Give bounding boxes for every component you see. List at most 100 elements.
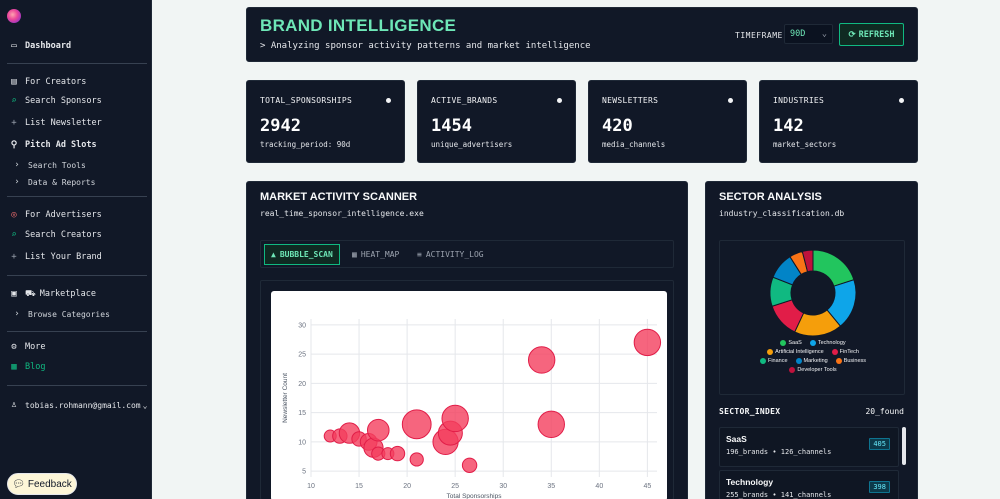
status-dot <box>557 98 562 103</box>
app-logo[interactable] <box>7 9 21 23</box>
sidebar-item-search-sponsors[interactable]: ⌕ Search Sponsors <box>0 92 152 110</box>
sidebar-item-label: Search Creators <box>25 230 102 240</box>
sidebar-item-search-tools[interactable]: › Search Tools <box>0 156 152 174</box>
legend-item[interactable]: Technology <box>809 340 846 346</box>
sector-index-heading: SECTOR_INDEX <box>719 407 781 416</box>
cart-icon: ⛟ <box>25 288 36 299</box>
refresh-label: REFRESH <box>858 29 895 40</box>
search-icon: ⌕ <box>11 96 17 106</box>
sidebar-item-list-newsletter[interactable]: + List Newsletter <box>0 114 152 132</box>
legend-label: Technology <box>817 340 846 346</box>
blog-icon: ▦ <box>11 362 17 372</box>
legend-item[interactable]: Business <box>835 358 867 364</box>
user-menu[interactable]: ♙ tobias.rohmann@gmail.com ⌄ <box>0 396 152 414</box>
page-header: BRAND INTELLIGENCE > Analyzing sponsor a… <box>246 7 918 62</box>
bubble-point <box>401 409 432 440</box>
stat-value: 2942 <box>260 116 301 136</box>
legend-row: Artificial Intelligence FinTech <box>720 349 906 355</box>
chevron-down-icon: ⌄ <box>821 29 827 39</box>
target-icon: ◎ <box>11 210 17 220</box>
sidebar-item-label: Search Sponsors <box>25 96 102 106</box>
legend-item[interactable]: Developer Tools <box>789 367 837 373</box>
sector-donut-chart[interactable] <box>720 241 906 341</box>
panel-title: MARKET ACTIVITY SCANNER <box>260 191 418 203</box>
sidebar-item-label: Search Tools <box>28 160 86 170</box>
stat-value: 1454 <box>431 116 472 136</box>
sidebar-section-advertisers: ◎ For Advertisers <box>0 206 152 224</box>
donut-slice <box>812 249 855 287</box>
legend-swatch <box>789 367 796 373</box>
count-badge: 398 <box>869 481 890 493</box>
sidebar-item-blog[interactable]: ▦ Blog <box>0 358 152 376</box>
scrollbar[interactable] <box>902 427 906 465</box>
legend-item[interactable]: Artificial Intelligence <box>767 349 824 355</box>
count-badge: 405 <box>869 438 890 450</box>
x-tick-label: 40 <box>595 483 603 490</box>
y-tick-label: 15 <box>298 410 306 417</box>
timeframe-select[interactable]: 90D ⌄ <box>784 24 833 44</box>
stat-subtext: market_sectors <box>773 140 837 149</box>
stat-card-newsletters: NEWSLETTERS 420 media_channels <box>588 80 747 163</box>
refresh-icon: ⟳ <box>848 29 856 40</box>
plus-icon: + <box>11 252 17 262</box>
legend-item[interactable]: SaaS <box>780 340 802 346</box>
chat-icon: 💬︎ <box>12 478 25 490</box>
legend-item[interactable]: FinTech <box>831 349 859 355</box>
sidebar-item-browse-categories[interactable]: › Browse Categories <box>0 305 152 323</box>
bubble-point <box>441 404 469 433</box>
list-icon: ≡ <box>417 250 422 259</box>
feedback-label: Feedback <box>27 478 72 490</box>
panel-subtitle: industry_classification.db <box>719 209 845 218</box>
view-tabs: ▲ BUBBLE_SCAN ▦ HEAT_MAP ≡ ACTIVITY_LOG <box>260 240 674 268</box>
legend-label: FinTech <box>839 349 859 355</box>
stat-subtext: media_channels <box>602 140 666 149</box>
sidebar-item-label: List Newsletter <box>25 118 102 128</box>
sidebar-section-creators: ▤ For Creators <box>0 73 152 91</box>
sidebar-divider <box>7 331 147 332</box>
timeframe-value: 90D <box>790 29 806 39</box>
sidebar-divider <box>7 275 147 276</box>
legend-item[interactable]: Marketing <box>795 358 828 364</box>
legend-swatch <box>835 358 842 364</box>
chevron-down-icon: ⌄ <box>142 400 148 410</box>
sidebar-item-dashboard[interactable]: ▭ Dashboard <box>0 37 152 55</box>
legend-swatch <box>767 349 774 355</box>
bubble-point <box>527 346 556 374</box>
sidebar-item-marketplace[interactable]: ▣ ⛟ Marketplace <box>0 285 152 303</box>
legend-label: Finance <box>767 358 788 364</box>
panel-subtitle: real_time_sponsor_intelligence.exe <box>260 209 424 218</box>
tab-activity-log[interactable]: ≡ ACTIVITY_LOG <box>411 244 490 265</box>
sidebar-item-pitch-ad-slots[interactable]: ⚲ Pitch Ad Slots <box>0 136 152 154</box>
sector-found-count: 20_found <box>865 407 904 416</box>
triangle-icon: ▲ <box>271 250 276 259</box>
chevron-right-icon: › <box>14 177 20 187</box>
legend-label: Business <box>843 358 867 364</box>
refresh-button[interactable]: ⟳ REFRESH <box>839 23 904 46</box>
bubble-point <box>409 452 424 467</box>
legend-item[interactable]: Finance <box>759 358 788 364</box>
legend-swatch <box>780 340 787 346</box>
tab-heat-map[interactable]: ▦ HEAT_MAP <box>346 244 405 265</box>
sidebar-divider <box>7 385 147 386</box>
sidebar-item-more[interactable]: ⚙ More <box>0 338 152 356</box>
sidebar-item-label: List Your Brand <box>25 252 102 262</box>
status-dot <box>899 98 904 103</box>
list-item[interactable]: SaaS 196_brands • 126_channels 405 <box>719 427 899 467</box>
sidebar-item-list-your-brand[interactable]: + List Your Brand <box>0 248 152 266</box>
list-item[interactable]: Technology 255_brands • 141_channels 398 <box>719 470 899 499</box>
sidebar: ▭ Dashboard ▤ For Creators ⌕ Search Spon… <box>0 0 152 499</box>
tab-bubble-scan[interactable]: ▲ BUBBLE_SCAN <box>264 244 340 265</box>
legend-swatch <box>759 358 766 364</box>
y-tick-label: 30 <box>298 322 306 329</box>
chevron-right-icon: › <box>14 160 20 170</box>
y-axis-label: Newsletter Count <box>282 373 289 423</box>
feedback-button[interactable]: 💬︎ Feedback <box>7 473 77 495</box>
grid-icon: ▦ <box>352 250 357 259</box>
bubble-point <box>461 457 478 473</box>
sidebar-item-data-reports[interactable]: › Data & Reports <box>0 173 152 191</box>
stat-value: 142 <box>773 116 804 136</box>
legend-label: Marketing <box>803 358 828 364</box>
sidebar-item-search-creators[interactable]: ⌕ Search Creators <box>0 226 152 244</box>
bubble-point <box>366 418 390 442</box>
